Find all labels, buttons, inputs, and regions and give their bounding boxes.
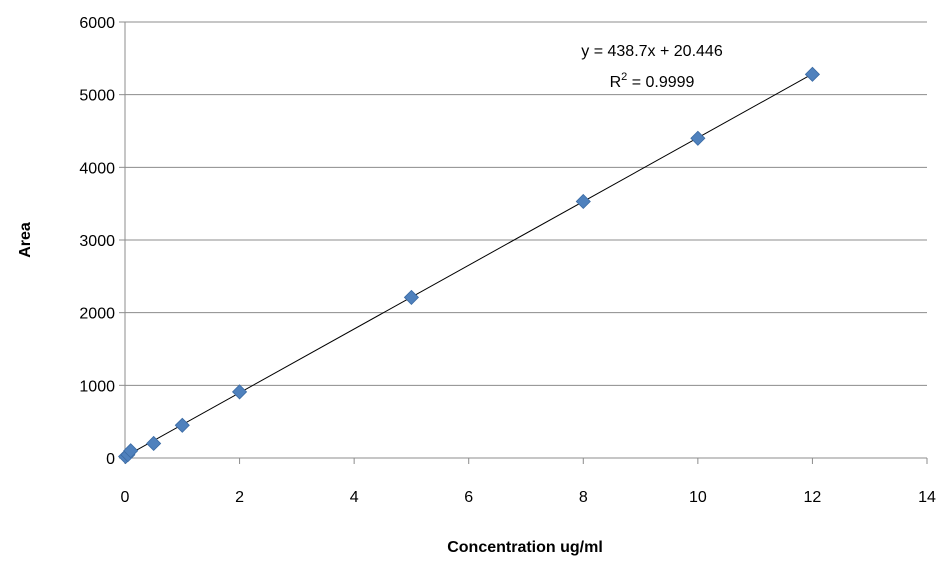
data-points — [118, 66, 820, 465]
y-tick-label: 5000 — [79, 88, 115, 105]
trendline-group — [124, 73, 813, 457]
grid-lines — [125, 21, 927, 386]
x-tick-label: 0 — [121, 489, 130, 506]
r-squared-superscript: 2 — [621, 71, 627, 83]
data-point — [804, 66, 820, 82]
trendline-equation: y = 438.7x + 20.446 — [581, 43, 723, 60]
y-tick-label: 1000 — [79, 378, 115, 395]
r-squared-label: R2 = 0.9999 — [610, 71, 695, 91]
x-tick-label: 10 — [689, 489, 707, 506]
r-squared-value: = 0.9999 — [627, 74, 694, 91]
y-tick-labels: 0 1000 2000 3000 4000 5000 6000 — [79, 15, 115, 468]
y-tick-label: 0 — [106, 451, 115, 468]
y-tick-label: 3000 — [79, 233, 115, 250]
x-tick-label: 8 — [579, 489, 588, 506]
x-tick-labels: 0 2 4 6 8 10 12 14 — [121, 489, 936, 506]
x-tick-label: 4 — [350, 489, 359, 506]
x-tick-label: 6 — [464, 489, 473, 506]
x-tick-label: 12 — [804, 489, 822, 506]
x-tick-label: 14 — [918, 489, 936, 506]
y-tick-label: 6000 — [79, 15, 115, 32]
y-tick-label: 2000 — [79, 306, 115, 323]
y-axis-title: Area — [17, 222, 34, 258]
data-point — [174, 417, 190, 433]
r-squared-prefix: R — [610, 74, 622, 91]
data-point — [146, 435, 162, 452]
axes — [119, 21, 928, 464]
y-tick-label: 4000 — [79, 160, 115, 177]
trendline — [124, 73, 813, 457]
data-point — [123, 443, 139, 459]
x-tick-label: 2 — [235, 489, 244, 506]
data-point — [232, 384, 248, 400]
data-point — [575, 193, 591, 210]
x-axis-title: Concentration ug/ml — [447, 539, 603, 556]
data-point — [403, 289, 419, 305]
data-point — [690, 130, 706, 146]
